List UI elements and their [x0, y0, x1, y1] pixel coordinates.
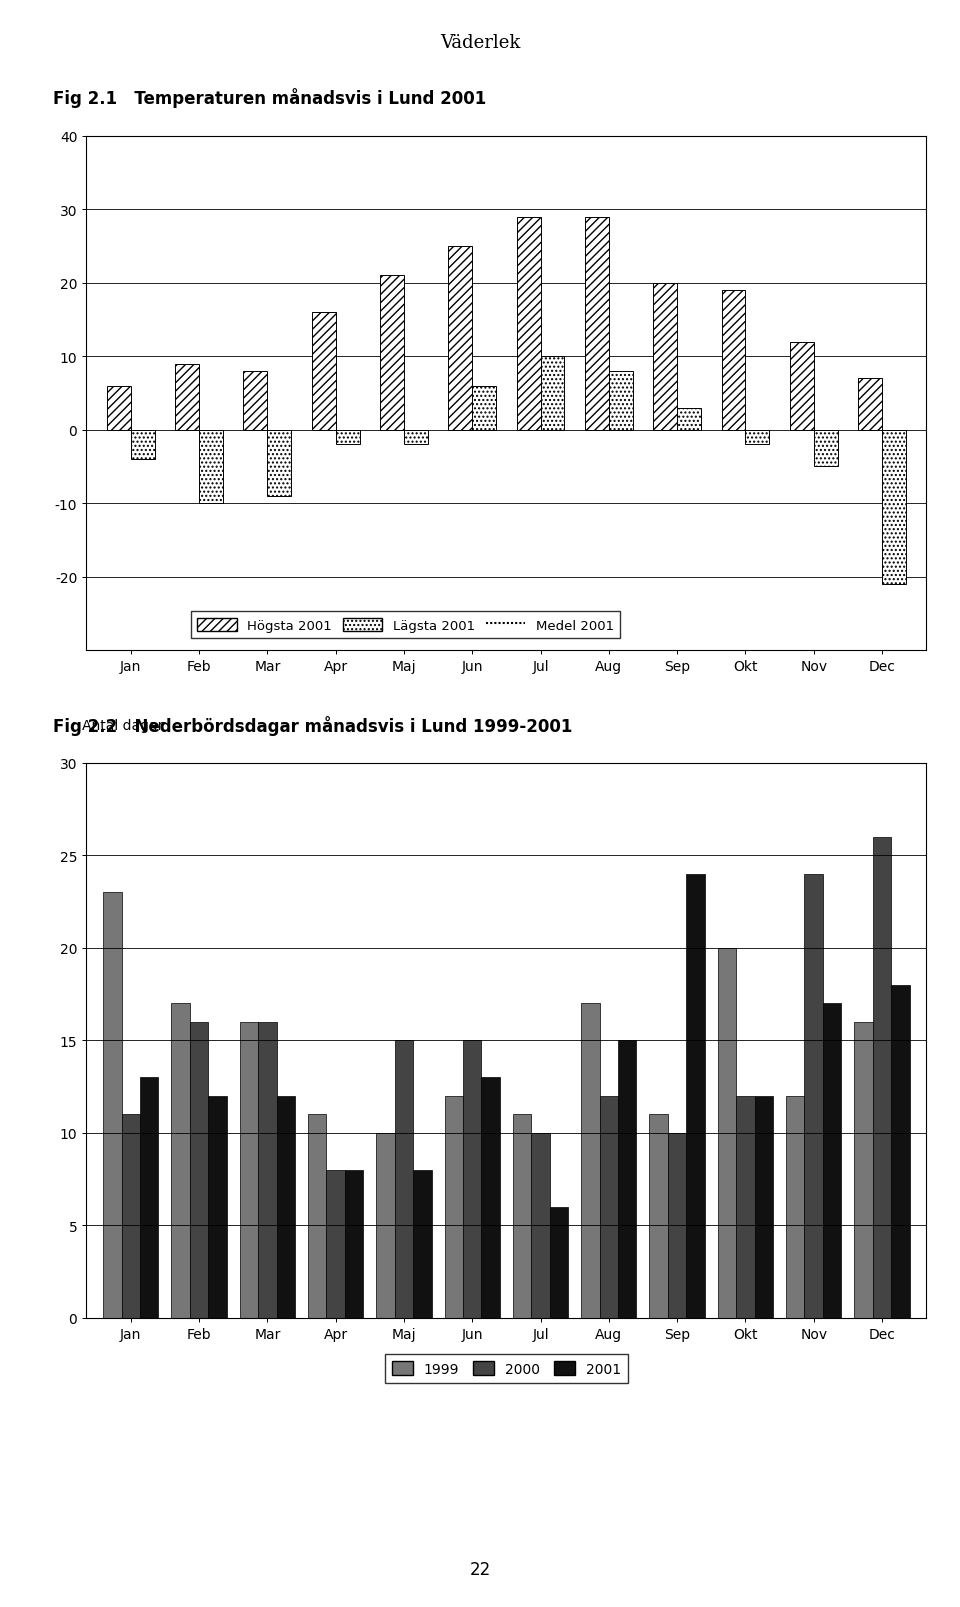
Bar	[336, 431, 360, 445]
Bar	[745, 431, 769, 445]
Bar	[244, 371, 268, 431]
Bar	[172, 1003, 190, 1318]
Bar	[308, 1115, 326, 1318]
Bar	[686, 874, 705, 1318]
Bar	[736, 1096, 755, 1318]
Bar	[585, 217, 609, 431]
Text: Fig 2.1   Temperaturen månadsvis i Lund 2001: Fig 2.1 Temperaturen månadsvis i Lund 20…	[53, 88, 486, 108]
Bar	[823, 1003, 841, 1318]
Bar	[540, 357, 564, 431]
Legend: Högsta 2001, Lägsta 2001, Medel 2001: Högsta 2001, Lägsta 2001, Medel 2001	[191, 612, 620, 640]
Bar	[345, 1170, 363, 1318]
Bar	[268, 431, 291, 497]
Bar	[326, 1170, 345, 1318]
Bar	[550, 1207, 568, 1318]
Bar	[513, 1115, 531, 1318]
Bar	[472, 386, 496, 431]
Bar	[199, 431, 223, 505]
Bar	[208, 1096, 227, 1318]
Bar	[463, 1041, 482, 1318]
Bar	[650, 1115, 668, 1318]
Bar	[854, 1022, 873, 1318]
Text: Väderlek: Väderlek	[440, 34, 520, 51]
Bar	[891, 985, 910, 1318]
Bar	[376, 1133, 395, 1318]
Bar	[653, 283, 677, 431]
Bar	[804, 874, 823, 1318]
Bar	[122, 1115, 140, 1318]
Bar	[140, 1078, 158, 1318]
Bar	[258, 1022, 276, 1318]
Legend: 1999, 2000, 2001: 1999, 2000, 2001	[385, 1355, 628, 1384]
Bar	[190, 1022, 208, 1318]
Bar	[482, 1078, 500, 1318]
Bar	[814, 431, 838, 468]
Bar	[413, 1170, 432, 1318]
Bar	[444, 1096, 463, 1318]
Text: 22: 22	[469, 1560, 491, 1578]
Bar	[175, 365, 199, 431]
Bar	[103, 893, 122, 1318]
Bar	[448, 247, 472, 431]
Bar	[882, 431, 906, 585]
Bar	[581, 1003, 600, 1318]
Bar	[858, 379, 882, 431]
Bar	[718, 948, 736, 1318]
Text: Antal dagar: Antal dagar	[83, 718, 163, 733]
Bar	[276, 1096, 295, 1318]
Bar	[600, 1096, 618, 1318]
Bar	[516, 217, 540, 431]
Bar	[618, 1041, 636, 1318]
Bar	[131, 431, 155, 460]
Bar	[240, 1022, 258, 1318]
Bar	[755, 1096, 773, 1318]
Bar	[873, 837, 891, 1318]
Text: Fig 2.2   Nederbördsdagar månadsvis i Lund 1999-2001: Fig 2.2 Nederbördsdagar månadsvis i Lund…	[53, 715, 572, 734]
Bar	[722, 291, 745, 431]
Bar	[531, 1133, 550, 1318]
Bar	[107, 386, 131, 431]
Bar	[668, 1133, 686, 1318]
Bar	[312, 313, 336, 431]
Bar	[395, 1041, 413, 1318]
Bar	[786, 1096, 804, 1318]
Bar	[790, 342, 814, 431]
Bar	[404, 431, 428, 445]
Bar	[609, 371, 633, 431]
Bar	[380, 276, 404, 431]
Bar	[677, 408, 701, 431]
